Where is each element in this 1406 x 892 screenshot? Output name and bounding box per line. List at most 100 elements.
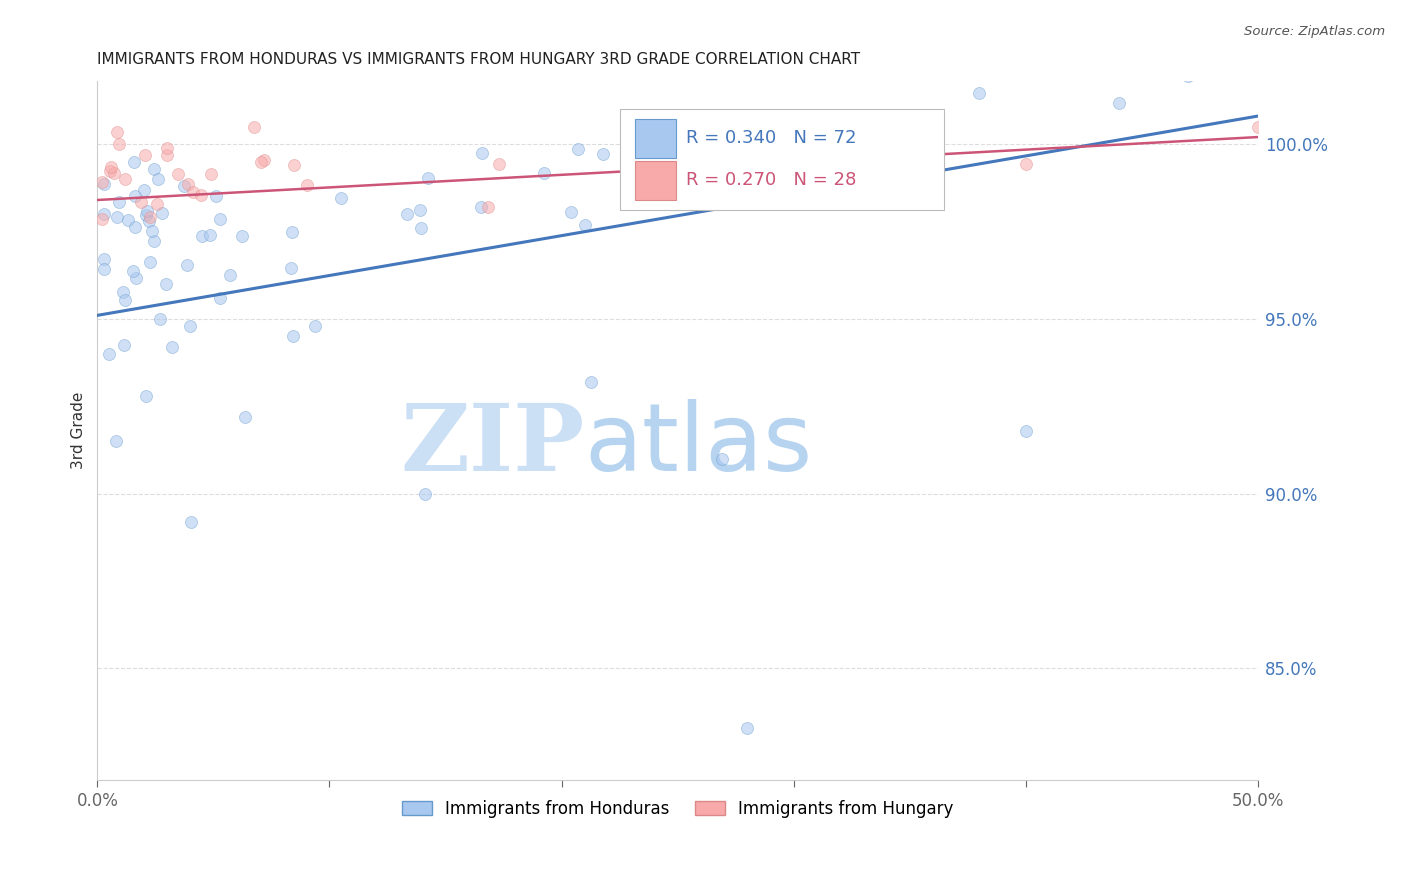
Point: [156, 148, 179, 162]
Point: [167, 167, 190, 181]
Point: [243, 120, 266, 134]
Point: [135, 208, 157, 222]
Point: [396, 207, 419, 221]
Point: [304, 318, 326, 333]
Point: [93, 207, 115, 221]
Point: [176, 258, 198, 272]
Point: [91, 212, 114, 227]
Point: [471, 146, 494, 161]
Point: [93, 177, 115, 191]
Point: [198, 228, 221, 243]
Point: [103, 166, 125, 180]
Point: [134, 183, 156, 197]
Point: [181, 185, 204, 199]
Point: [114, 293, 136, 307]
Point: [592, 146, 614, 161]
Point: [149, 311, 172, 326]
Point: [231, 229, 253, 244]
Text: Source: ZipAtlas.com: Source: ZipAtlas.com: [1244, 25, 1385, 38]
Point: [735, 721, 758, 735]
Point: [100, 160, 122, 174]
Point: [1108, 96, 1130, 111]
Point: [579, 375, 602, 389]
Point: [295, 178, 318, 192]
Text: IMMIGRANTS FROM HONDURAS VS IMMIGRANTS FROM HUNGARY 3RD GRADE CORRELATION CHART: IMMIGRANTS FROM HONDURAS VS IMMIGRANTS F…: [97, 53, 860, 68]
Point: [415, 486, 437, 500]
Point: [104, 434, 127, 449]
Text: ZIP: ZIP: [401, 400, 585, 490]
Point: [124, 189, 146, 203]
Point: [470, 200, 492, 214]
Point: [129, 195, 152, 210]
Point: [190, 188, 212, 202]
Point: [112, 338, 135, 352]
Point: [1247, 120, 1270, 134]
Point: [574, 219, 596, 233]
Point: [124, 219, 146, 234]
Point: [1177, 69, 1199, 83]
Point: [180, 515, 202, 529]
FancyBboxPatch shape: [634, 161, 676, 200]
Point: [111, 285, 134, 299]
Point: [533, 166, 555, 180]
Point: [179, 318, 201, 333]
Point: [150, 206, 173, 220]
Text: R = 0.270   N = 28: R = 0.270 N = 28: [686, 171, 856, 189]
Point: [142, 162, 165, 177]
Point: [105, 211, 128, 225]
Point: [108, 137, 131, 152]
FancyBboxPatch shape: [634, 119, 676, 158]
Point: [160, 340, 183, 354]
Point: [146, 171, 169, 186]
Point: [134, 147, 156, 161]
Point: [280, 260, 302, 275]
Point: [138, 214, 160, 228]
Point: [1015, 157, 1038, 171]
Point: [281, 329, 304, 343]
FancyBboxPatch shape: [620, 109, 945, 211]
Point: [253, 153, 276, 168]
Point: [283, 157, 305, 171]
Point: [139, 211, 162, 225]
Point: [125, 271, 148, 285]
Point: [411, 220, 433, 235]
Point: [205, 189, 228, 203]
Point: [969, 86, 991, 100]
Point: [135, 389, 157, 403]
Y-axis label: 3rd Grade: 3rd Grade: [72, 392, 86, 469]
Point: [477, 200, 499, 214]
Point: [683, 162, 706, 177]
Point: [156, 141, 179, 155]
Point: [416, 171, 439, 186]
Point: [173, 179, 195, 194]
Point: [146, 197, 169, 211]
Point: [921, 67, 943, 81]
Point: [233, 409, 256, 424]
Text: atlas: atlas: [585, 399, 813, 491]
Point: [107, 194, 129, 209]
Point: [329, 191, 352, 205]
Point: [828, 67, 851, 81]
Point: [711, 451, 734, 466]
Point: [98, 164, 121, 178]
Point: [139, 254, 162, 268]
Point: [91, 176, 114, 190]
Point: [567, 142, 589, 156]
Point: [176, 177, 198, 191]
Point: [97, 347, 120, 361]
Point: [105, 125, 128, 139]
Point: [121, 264, 143, 278]
Point: [93, 262, 115, 277]
Text: R = 0.340   N = 72: R = 0.340 N = 72: [686, 129, 856, 147]
Point: [93, 252, 115, 266]
Point: [250, 155, 273, 169]
Point: [1247, 67, 1270, 81]
Point: [142, 235, 165, 249]
Point: [488, 157, 510, 171]
Legend: Immigrants from Honduras, Immigrants from Hungary: Immigrants from Honduras, Immigrants fro…: [395, 793, 960, 824]
Point: [666, 154, 689, 169]
Point: [124, 155, 146, 169]
Point: [209, 292, 232, 306]
Point: [141, 224, 163, 238]
Point: [136, 204, 159, 219]
